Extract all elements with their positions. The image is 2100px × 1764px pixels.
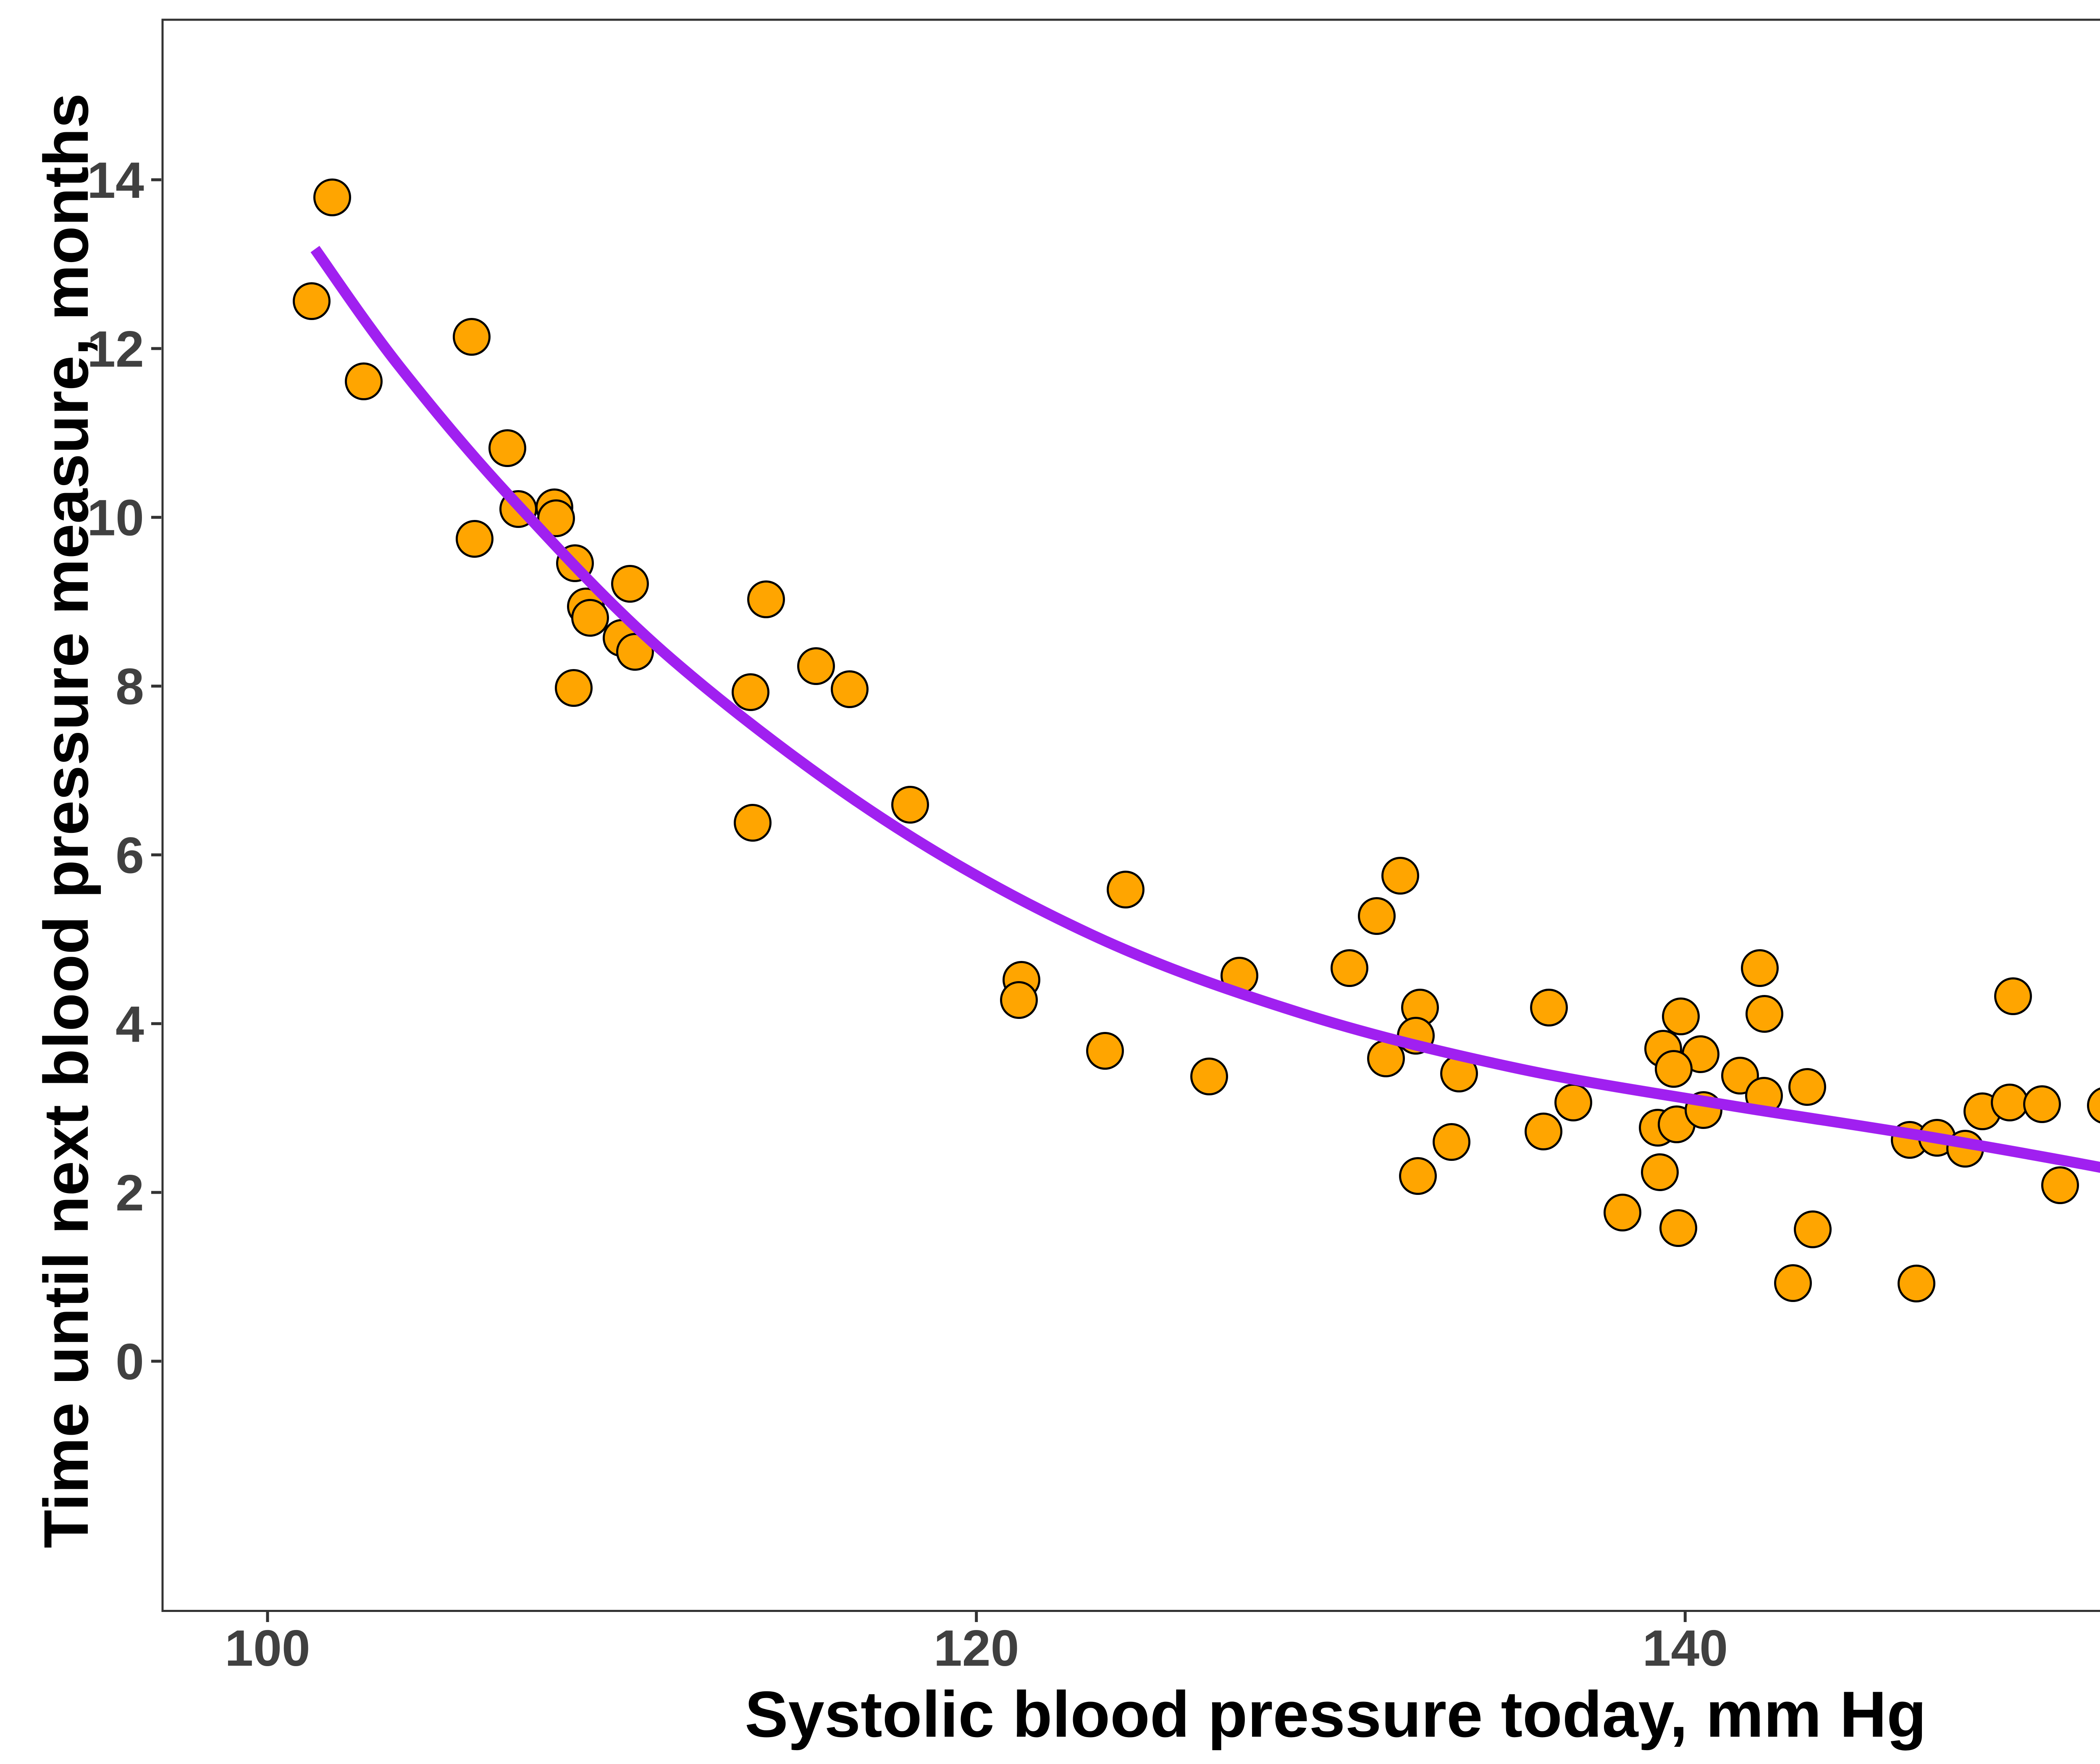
svg-text:100: 100 (225, 1620, 310, 1677)
svg-text:120: 120 (934, 1620, 1019, 1677)
svg-text:10: 10 (87, 489, 144, 546)
svg-text:Systolic blood pressure today,: Systolic blood pressure today, mm Hg (745, 1678, 1927, 1751)
svg-text:6: 6 (116, 827, 144, 884)
svg-text:8: 8 (116, 658, 144, 715)
svg-text:0: 0 (116, 1333, 144, 1390)
svg-text:2: 2 (116, 1164, 144, 1221)
svg-text:12: 12 (87, 320, 144, 378)
svg-text:4: 4 (116, 995, 144, 1053)
svg-text:14: 14 (87, 152, 144, 209)
svg-text:Time until next blood pressure: Time until next blood pressure measure, … (31, 93, 101, 1549)
svg-text:140: 140 (1643, 1620, 1728, 1677)
